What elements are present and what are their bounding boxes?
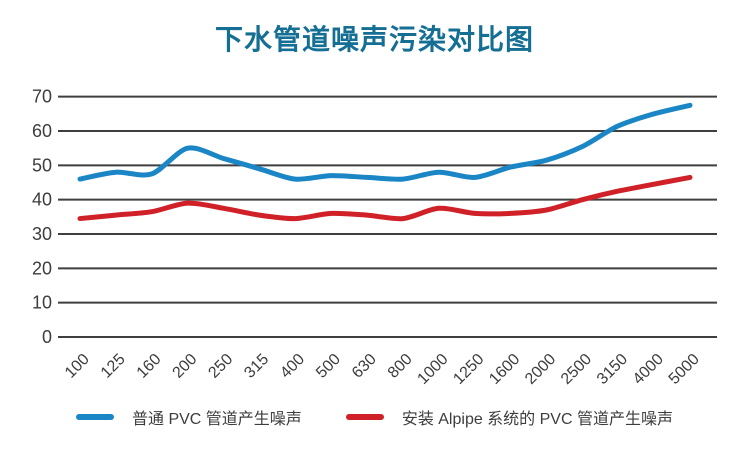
x-axis-tick-label: 1250 <box>450 351 487 388</box>
y-axis-labels-group: 0 10 20 30 40 50 60 70 <box>32 87 52 347</box>
x-axis-tick-label: 500 <box>313 351 344 382</box>
series-line-0 <box>77 102 693 182</box>
x-axis-tick-label: 315 <box>241 351 272 382</box>
x-axis-tick-label: 100 <box>62 351 93 382</box>
x-axis-tick-label: 2000 <box>522 351 559 388</box>
x-axis-tick-label: 125 <box>98 351 129 382</box>
y-axis-tick-label: 70 <box>32 87 52 107</box>
series-line-1 <box>77 174 693 222</box>
legend: 普通 PVC 管道产生噪声 安装 Alpipe 系统的 PVC 管道产生噪声 <box>0 405 749 429</box>
x-axis-tick-label: 160 <box>134 351 165 382</box>
x-axis-tick-label: 200 <box>170 351 201 382</box>
legend-label-alpipe-pvc: 安装 Alpipe 系统的 PVC 管道产生噪声 <box>401 411 673 428</box>
x-axis-tick-label: 400 <box>277 351 308 382</box>
y-axis-tick-label: 30 <box>32 224 52 244</box>
x-axis-labels-group: 100 125 160 200 250 315 400 500 630 8001000125016… <box>62 351 703 388</box>
y-axis-tick-label: 20 <box>32 258 52 278</box>
x-axis-tick-label: 5000 <box>666 351 703 388</box>
x-axis-tick-label: 2500 <box>558 351 595 388</box>
x-axis-tick-label: 4000 <box>630 351 667 388</box>
x-axis-tick-label: 1000 <box>414 351 451 388</box>
legend-swatch-blue <box>76 414 115 420</box>
legend-swatch-red <box>345 414 384 420</box>
x-axis-tick-label: 3150 <box>594 351 631 388</box>
x-axis-tick-label: 1600 <box>486 351 523 388</box>
x-axis-tick-label: 250 <box>205 351 236 382</box>
y-axis-tick-label: 60 <box>32 121 52 141</box>
legend-item-normal-pvc: 普通 PVC 管道产生噪声 <box>76 405 302 429</box>
y-axis-tick-label: 10 <box>32 293 52 313</box>
y-axis-tick-label: 0 <box>42 327 52 347</box>
x-axis-tick-label: 800 <box>385 351 416 382</box>
x-axis-tick-label: 630 <box>349 351 380 382</box>
legend-label-normal-pvc: 普通 PVC 管道产生噪声 <box>132 411 302 428</box>
y-axis-tick-label: 50 <box>32 155 52 175</box>
chart-title: 下水管道噪声污染对比图 <box>214 24 534 55</box>
series-group <box>77 102 693 222</box>
legend-item-alpipe-pvc: 安装 Alpipe 系统的 PVC 管道产生噪声 <box>345 405 673 429</box>
y-axis-tick-label: 40 <box>32 190 52 210</box>
